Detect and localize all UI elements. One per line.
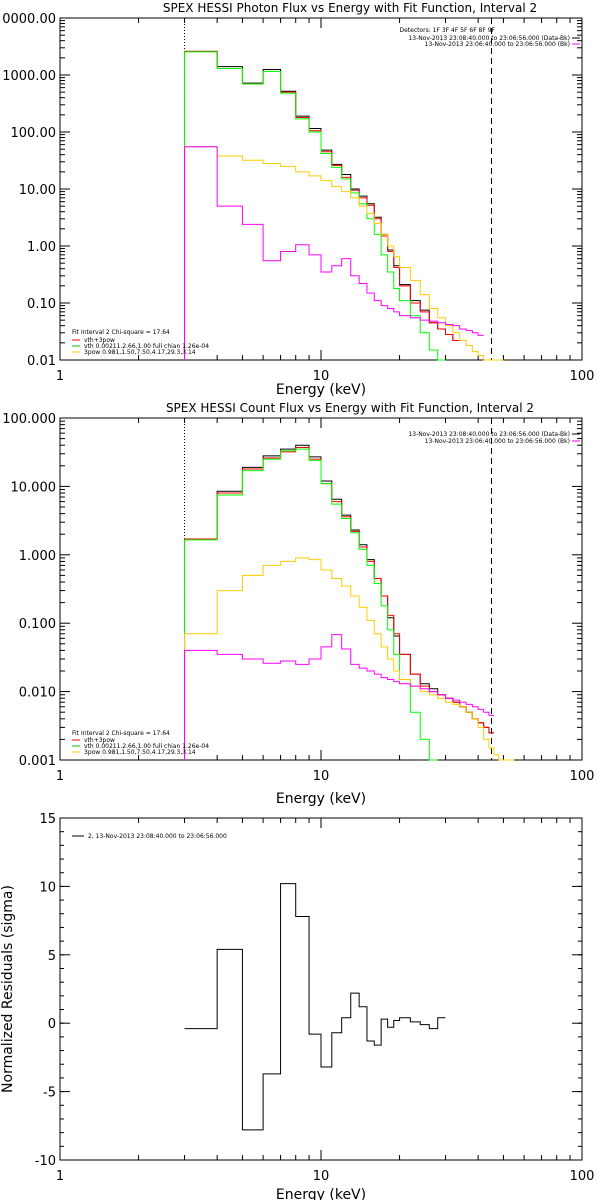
y-tick-label: 100.000 — [2, 412, 56, 427]
residuals-panel: 1 10 100 -10 -5 0 5 10 15 2, 13-Nov-2013 23:08:4… — [0, 812, 594, 1200]
panel2-data-interval-label: 13-Nov-2013 23:08:40.000 to 23:06:56.000… — [408, 431, 570, 438]
y-tick-label: 0.01 — [27, 354, 56, 369]
y-tick-label: 0.010 — [19, 686, 56, 701]
panel1-xlabel: Energy (keV) — [276, 382, 366, 398]
panel3-marks: 1 10 100 -10 -5 0 5 10 15 — [35, 812, 595, 1184]
panel2-title: SPEX HESSI Count Flux vs Energy with Fit… — [166, 401, 534, 415]
panel1-detectors-label: Detectors: 1F 3F 4F 5F 6F 8F 9F — [399, 27, 495, 34]
y-tick-label: 10.00 — [19, 183, 56, 198]
x-tick-label: 10 — [313, 369, 330, 384]
series-step-line — [184, 634, 494, 760]
series-step-line — [184, 448, 438, 761]
panel1-fit-chisq: Fit Interval 2 Chi-square = 17.64 — [72, 329, 170, 336]
panel2-legend-vth3pow: vth+3pow — [84, 737, 115, 744]
panel2-xlabel: Energy (keV) — [276, 791, 366, 807]
panel3-xlabel: Energy (keV) — [276, 1187, 366, 1200]
y-tick-label: -5 — [43, 1086, 56, 1101]
series-step-line — [184, 146, 484, 360]
x-tick-label: 10 — [313, 769, 330, 784]
x-tick-label: 100 — [570, 369, 595, 384]
y-tick-label: 15 — [39, 812, 56, 827]
panel3-ylabel: Normalized Residuals (sigma) — [0, 885, 16, 1093]
panel2-legend-3pow: 3pow 0.981,1.50,7.50,4.17,29.3,3.14 — [84, 749, 196, 756]
panel1-legend-vth3pow: vth+3pow — [84, 337, 115, 344]
panel3-plot-frame — [59, 817, 583, 1161]
y-tick-label: 0.100 — [19, 617, 56, 632]
x-tick-label: 100 — [570, 769, 595, 784]
y-tick-label: 10 — [39, 880, 56, 895]
y-tick-label: 0000.00 — [2, 12, 56, 27]
series-step-line — [184, 883, 446, 1131]
panel1-bk-interval-label: 13-Nov-2013 23:06:40.000 to 23:06:56.000… — [425, 41, 570, 48]
y-tick-label: 0 — [48, 1017, 56, 1032]
x-tick-label: 10 — [313, 1169, 330, 1184]
series-step-line — [184, 557, 515, 761]
panel2-bk-interval-label: 13-Nov-2013 23:06:40.000 to 23:06:56.000… — [425, 438, 570, 445]
panel1-plot-frame — [59, 17, 583, 361]
x-tick-label: 1 — [56, 769, 64, 784]
x-tick-label: 1 — [56, 369, 64, 384]
panel1-legend-vth: vth 0.00211,2.66,1.00 full chian 1.26e-0… — [84, 343, 209, 350]
panel1-legend-3pow: 3pow 0.981,1.50,7.50,4.17,29.3,3.14 — [84, 349, 196, 356]
y-tick-label: 100.00 — [11, 126, 57, 141]
series-step-line — [184, 51, 446, 361]
photon-flux-panel: SPEX HESSI Photon Flux vs Energy with Fi… — [2, 1, 594, 398]
panel2-marks: 1 10 100 0.001 0.010 0.100 1.000 10.000 100.000 — [2, 412, 594, 784]
y-tick-label: 1.00 — [27, 240, 56, 255]
series-step-line — [184, 447, 494, 760]
y-tick-label: 1.000 — [19, 549, 56, 564]
y-tick-label: 5 — [48, 949, 56, 964]
series-step-line — [184, 50, 460, 360]
y-tick-label: 0.10 — [27, 297, 56, 312]
panel3-legend: 2, 13-Nov-2013 23:08:40.000 to 23:06:56.… — [88, 833, 227, 840]
series-step-line — [184, 444, 494, 760]
y-tick-label: 0.001 — [19, 754, 56, 769]
panel2-legend-vth: vth 0.00211,2.66,1.00 full chian 1.26e-0… — [84, 743, 209, 750]
y-tick-label: 1000.00 — [2, 69, 56, 84]
panel1-marks: 1 10 100 0.01 0.10 1.00 10.00 100.00 1000.00 0000… — [2, 12, 594, 384]
panel2-fit-chisq: Fit Interval 2 Chi-square = 17.64 — [72, 730, 170, 737]
y-tick-label: -10 — [35, 1154, 56, 1169]
panel1-data-interval-label: 13-Nov-2013 23:08:40.000 to 23:06:56.000… — [408, 35, 570, 42]
x-tick-label: 1 — [56, 1169, 64, 1184]
x-tick-label: 100 — [570, 1169, 595, 1184]
y-tick-label: 10.000 — [11, 480, 57, 495]
count-flux-panel: SPEX HESSI Count Flux vs Energy with Fit… — [2, 401, 594, 807]
series-step-line — [184, 146, 504, 361]
panel1-title: SPEX HESSI Photon Flux vs Energy with Fi… — [163, 1, 537, 15]
